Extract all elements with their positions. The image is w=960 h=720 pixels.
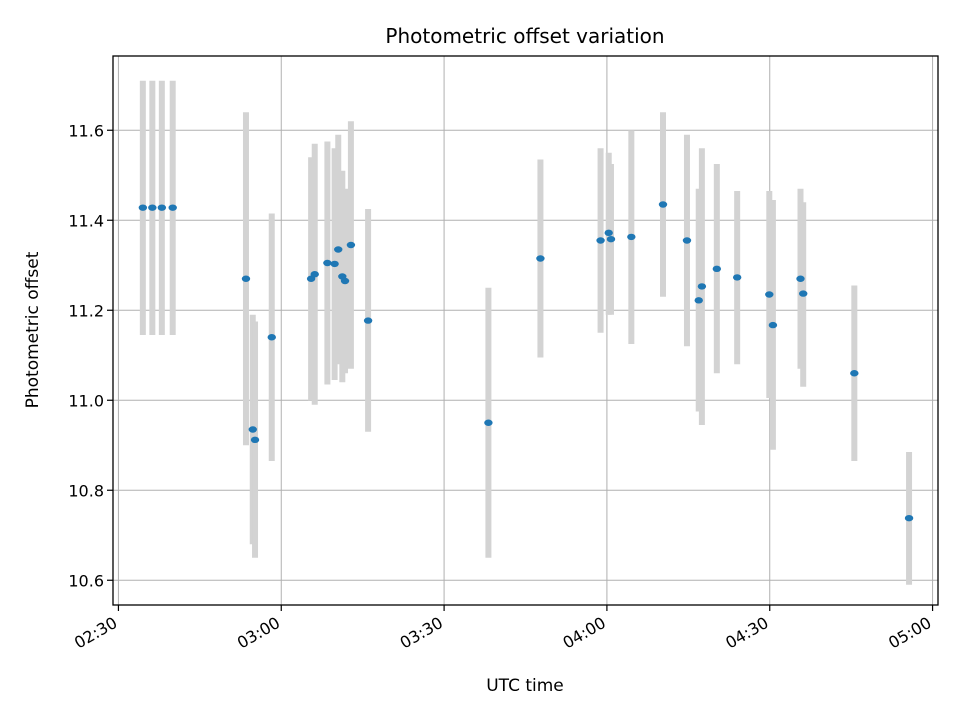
data-point: [732, 274, 742, 281]
data-point: [768, 321, 778, 329]
data-point: [799, 290, 808, 297]
data-point: [363, 317, 373, 324]
data-point: [330, 260, 339, 268]
data-point: [250, 436, 260, 444]
data-point: [323, 259, 332, 267]
y-tick-label: 11.2: [68, 301, 104, 320]
plot-frame: [112, 55, 939, 606]
data-point: [310, 271, 319, 278]
data-point: [682, 237, 692, 244]
data-point: [267, 334, 276, 341]
data-point: [484, 419, 493, 426]
data-point: [627, 233, 636, 241]
data-point: [658, 201, 668, 208]
data-point: [904, 514, 914, 522]
data-point: [334, 246, 343, 253]
y-tick-label: 11.6: [68, 121, 104, 140]
y-tick-label: 11.4: [68, 211, 104, 230]
data-point: [604, 229, 613, 237]
data-point: [712, 265, 722, 273]
y-axis-label: Photometric offset: [23, 251, 43, 408]
data-point: [340, 277, 350, 285]
data-point: [346, 241, 356, 249]
x-axis-label: UTC time: [486, 676, 564, 696]
data-point: [148, 204, 157, 211]
data-point: [796, 275, 805, 282]
data-point: [157, 204, 167, 211]
data-point: [168, 204, 177, 211]
y-tick-label: 10.6: [68, 571, 104, 590]
data-point: [850, 370, 859, 377]
data-point: [536, 255, 545, 262]
y-tick-label: 11.0: [68, 391, 104, 410]
data-point: [596, 237, 605, 244]
data-point: [138, 204, 148, 211]
data-point: [694, 297, 703, 304]
data-point: [606, 235, 616, 243]
data-point: [765, 291, 774, 298]
marker-layer: [138, 201, 914, 522]
data-point: [248, 426, 257, 433]
data-point: [697, 283, 707, 290]
y-tick-label: 10.8: [68, 481, 104, 500]
chart-title: Photometric offset variation: [385, 24, 664, 48]
data-point: [241, 275, 251, 282]
